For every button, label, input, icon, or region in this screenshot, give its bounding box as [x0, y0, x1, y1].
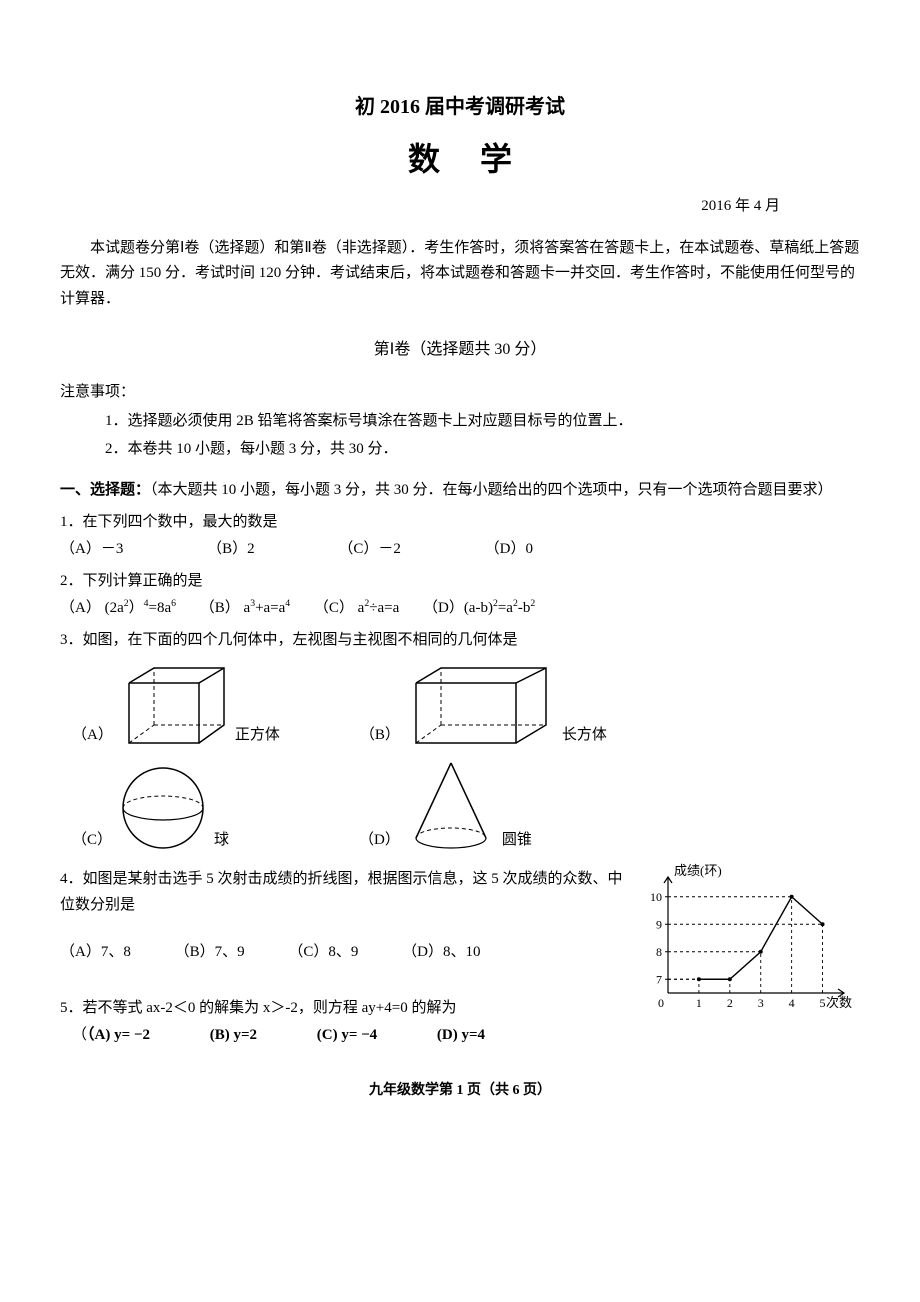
- q2-opt-b: （B） a3+a=a4: [200, 596, 290, 622]
- question-5: 5．若不等式 ax-2＜0 的解集为 x＞-2，则方程 ay+4=0 的解为: [60, 996, 624, 1022]
- q3-name-cube: 正方体: [235, 723, 280, 749]
- q3-row-1: （A） 正方体 （B） 长方体: [72, 663, 860, 748]
- exam-subject: 数学: [60, 132, 860, 186]
- question-3: 3．如图，在下面的四个几何体中，左视图与主视图不相同的几何体是: [60, 628, 860, 654]
- cube-icon: [119, 663, 229, 748]
- svg-text:7: 7: [656, 972, 662, 986]
- q3-name-cuboid: 长方体: [562, 723, 607, 749]
- svg-text:9: 9: [656, 917, 662, 931]
- page-footer: 九年级数学第 1 页（共 6 页）: [60, 1079, 860, 1103]
- q3-label-a: （A）: [72, 723, 113, 749]
- q5-options: （（A) y= −2 (B) y=2 (C) y= −4 (D) y=4: [60, 1023, 624, 1049]
- q2-opt-d: （D）(a-b)2=a2-b2: [423, 596, 535, 622]
- q5-opt-b: (B) y=2: [210, 1023, 257, 1049]
- q3-name-sphere: 球: [214, 828, 229, 854]
- q4-opt-c: （C）8、9: [288, 940, 358, 966]
- section-heading-rest: （本大题共 10 小题，每小题 3 分，共 30 分．在每小题给出的四个选项中，…: [150, 482, 833, 498]
- q1-opt-a: （A）－3: [60, 537, 123, 563]
- question-4: 4．如图是某射击选手 5 次射击成绩的折线图，根据图示信息，这 5 次成绩的众数…: [60, 867, 624, 918]
- q4-opt-b: （B）7、9: [175, 940, 245, 966]
- q4-opt-a: （A）7、8: [60, 940, 131, 966]
- q3-opt-a: （A） 正方体: [72, 663, 280, 748]
- exam-title: 初 2016 届中考调研考试: [60, 90, 860, 124]
- question-2: 2．下列计算正确的是: [60, 569, 860, 595]
- cuboid-icon: [406, 663, 556, 748]
- q2-opt-c: （C） a2÷a=a: [314, 596, 399, 622]
- svg-text:4: 4: [789, 996, 795, 1010]
- svg-text:成绩(环): 成绩(环): [674, 863, 722, 878]
- exam-date: 2016 年 4 月: [60, 194, 860, 220]
- question-1: 1．在下列四个数中，最大的数是: [60, 510, 860, 536]
- svg-text:8: 8: [656, 945, 662, 959]
- q3-opt-d: （D） 圆锥: [359, 758, 532, 853]
- q2-options: （A） (2a2）4=8a6 （B） a3+a=a4 （C） a2÷a=a （D…: [60, 596, 860, 622]
- q1-options: （A）－3 （B）2 （C）－2 （D）0: [60, 537, 860, 563]
- q1-opt-d: （D）0: [485, 537, 533, 563]
- q5-opt-c: (C) y= −4: [317, 1023, 377, 1049]
- score-line-chart: 0 7 8 9 10 1 2 3 4 5 成绩(环) 次数: [640, 861, 860, 1021]
- q5-opt-a: （（A) y= −2: [72, 1023, 150, 1049]
- svg-text:5: 5: [820, 996, 826, 1010]
- q4-opt-d: （D）8、10: [402, 940, 480, 966]
- part-title: 第Ⅰ卷（选择题共 30 分）: [60, 336, 860, 363]
- q2-opt-a: （A） (2a2）4=8a6: [60, 596, 176, 622]
- q3-opt-c: （C） 球: [72, 758, 229, 853]
- svg-text:次数: 次数: [826, 995, 852, 1010]
- q1-opt-c: （C）－2: [338, 537, 401, 563]
- cone-icon: [406, 758, 496, 853]
- q4-options: （A）7、8 （B）7、9 （C）8、9 （D）8、10: [60, 940, 624, 966]
- q1-opt-b: （B）2: [207, 537, 255, 563]
- svg-text:2: 2: [727, 996, 733, 1010]
- sphere-icon: [118, 763, 208, 853]
- q5-opt-d: (D) y=4: [437, 1023, 485, 1049]
- svg-text:1: 1: [696, 996, 702, 1010]
- q3-label-d: （D）: [359, 828, 400, 854]
- q3-label-b: （B）: [360, 723, 400, 749]
- q3-opt-b: （B） 长方体: [360, 663, 607, 748]
- intro-paragraph: 本试题卷分第Ⅰ卷（选择题）和第Ⅱ卷（非选择题）．考生作答时，须将答案答在答题卡上…: [60, 236, 860, 313]
- svg-text:10: 10: [650, 890, 662, 904]
- q3-name-cone: 圆锥: [502, 828, 532, 854]
- q3-row-2: （C） 球 （D） 圆锥: [72, 758, 860, 853]
- question-4-wrap: 4．如图是某射击选手 5 次射击成绩的折线图，根据图示信息，这 5 次成绩的众数…: [60, 861, 860, 1049]
- notes-heading: 注意事项：: [60, 380, 860, 406]
- svg-text:3: 3: [758, 996, 764, 1010]
- section-heading-bold: 一、选择题：: [60, 482, 150, 498]
- svg-text:0: 0: [658, 996, 664, 1010]
- note-item-1: 1．选择题必须使用 2B 铅笔将答案标号填涂在答题卡上对应题目标号的位置上．: [60, 409, 860, 435]
- q3-label-c: （C）: [72, 828, 112, 854]
- section-heading: 一、选择题：（本大题共 10 小题，每小题 3 分，共 30 分．在每小题给出的…: [60, 478, 860, 504]
- note-item-2: 2．本卷共 10 小题，每小题 3 分，共 30 分．: [60, 437, 860, 463]
